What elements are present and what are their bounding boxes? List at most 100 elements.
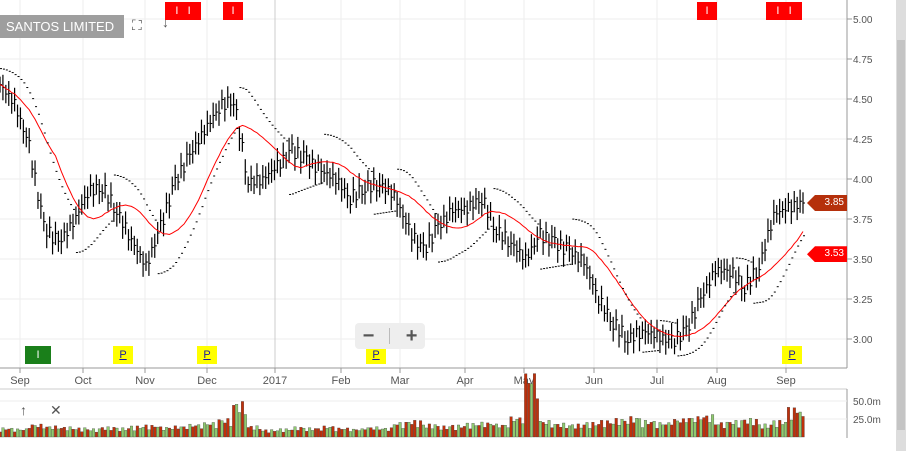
volume-bar bbox=[486, 422, 490, 438]
event-marker-bottom[interactable]: P bbox=[782, 346, 802, 364]
ohlc-bar bbox=[139, 246, 143, 263]
volume-bar bbox=[626, 423, 630, 438]
ohlc-bar bbox=[606, 296, 610, 323]
ohlc-bar bbox=[729, 264, 732, 289]
zoom-in-button[interactable]: + bbox=[405, 324, 418, 347]
ohlc-bar bbox=[186, 141, 189, 167]
volume-bar bbox=[684, 422, 688, 438]
ohlc-bar bbox=[668, 329, 671, 349]
volume-bar bbox=[16, 428, 20, 438]
volume-bar bbox=[311, 430, 314, 438]
ohlc-bar bbox=[633, 328, 636, 354]
volume-bar bbox=[314, 428, 317, 438]
event-marker-bottom[interactable]: P bbox=[366, 346, 386, 364]
volume-bar bbox=[547, 420, 551, 438]
event-marker-bottom[interactable]: P bbox=[113, 346, 133, 364]
volume-bar bbox=[454, 430, 458, 438]
ohlc-bar bbox=[165, 192, 169, 214]
volume-bar bbox=[535, 398, 539, 438]
ohlc-bar bbox=[560, 230, 563, 250]
volume-bar bbox=[375, 426, 379, 438]
ohlc-bar bbox=[133, 235, 137, 256]
volume-bar bbox=[395, 424, 399, 438]
y-tick-label: 4.00 bbox=[853, 175, 873, 186]
volume-bar bbox=[433, 424, 437, 438]
scrollbar-thumb[interactable] bbox=[897, 40, 905, 430]
ohlc-bar bbox=[414, 223, 417, 244]
event-marker-top[interactable]: I I bbox=[766, 2, 802, 20]
ohlc-bar bbox=[635, 320, 639, 338]
event-marker-top[interactable]: I bbox=[223, 2, 243, 20]
ohlc-bar bbox=[282, 142, 286, 169]
ohlc-bar bbox=[273, 160, 277, 181]
event-marker-top[interactable]: I I bbox=[165, 2, 201, 20]
ohlc-bar bbox=[449, 196, 452, 221]
ohlc-bar bbox=[656, 319, 659, 343]
ohlc-bar bbox=[332, 162, 335, 187]
volume-bar bbox=[643, 420, 647, 438]
volume-bar bbox=[232, 405, 236, 438]
ohlc-bar bbox=[487, 204, 490, 230]
ohlc-bar bbox=[303, 140, 306, 164]
volume-bar bbox=[378, 429, 382, 438]
volume-bar bbox=[165, 427, 168, 438]
x-tick-label: Feb bbox=[332, 375, 351, 387]
volume-bar bbox=[611, 423, 615, 438]
ohlc-bar bbox=[291, 134, 294, 154]
volume-bar bbox=[772, 420, 776, 438]
volume-bar bbox=[527, 383, 531, 438]
ohlc-bar bbox=[533, 237, 537, 255]
volume-bar bbox=[51, 429, 55, 438]
event-marker-bottom[interactable]: I bbox=[25, 346, 51, 364]
ohlc-bar bbox=[268, 162, 271, 185]
ohlc-bar bbox=[60, 229, 64, 255]
scrollbar[interactable] bbox=[896, 0, 906, 451]
x-tick-label: Nov bbox=[135, 375, 155, 387]
ohlc-bar bbox=[130, 226, 134, 252]
arrow-down-icon[interactable]: ↓ bbox=[162, 14, 169, 30]
volume-bar bbox=[638, 418, 642, 438]
ohlc-bar bbox=[767, 218, 770, 243]
volume-bar bbox=[497, 427, 501, 438]
volume-bar bbox=[57, 428, 60, 438]
volume-bar bbox=[474, 425, 478, 438]
volume-bar bbox=[705, 415, 709, 438]
event-marker-bottom[interactable]: P bbox=[197, 346, 217, 364]
volume-bar bbox=[556, 424, 560, 438]
volume-bar bbox=[89, 430, 93, 438]
event-marker-top[interactable]: I bbox=[697, 2, 717, 20]
volume-bar bbox=[670, 424, 674, 438]
volume-bar bbox=[19, 429, 22, 438]
volume-bar bbox=[205, 424, 209, 438]
volume-bar bbox=[349, 431, 352, 438]
ohlc-bar bbox=[209, 114, 213, 133]
ohlc-bar bbox=[244, 159, 248, 185]
ohlc-bar bbox=[379, 172, 382, 198]
expand-icon[interactable]: ⛶ bbox=[132, 17, 142, 33]
close-icon[interactable]: ✕ bbox=[50, 402, 62, 418]
volume-bar bbox=[798, 411, 802, 438]
ohlc-bar bbox=[557, 238, 560, 263]
volume-bar bbox=[241, 401, 244, 438]
ohlc-bar bbox=[195, 131, 198, 155]
volume-bar bbox=[156, 426, 160, 438]
ohlc-bar bbox=[568, 236, 572, 262]
volume-bar bbox=[30, 424, 34, 438]
x-tick-label: Apr bbox=[456, 375, 473, 387]
ohlc-bar bbox=[57, 230, 61, 252]
ohlc-bar bbox=[647, 324, 651, 344]
volume-tick-label: 50.0m bbox=[853, 397, 881, 408]
volume-bar bbox=[518, 417, 522, 438]
x-tick-label: Sep bbox=[10, 375, 30, 387]
x-tick-label: Dec bbox=[197, 375, 217, 387]
ohlc-bar bbox=[265, 166, 268, 189]
zoom-out-button[interactable]: − bbox=[362, 324, 375, 347]
volume-bar bbox=[468, 428, 472, 438]
ohlc-bar bbox=[697, 286, 700, 312]
volume-bar bbox=[617, 425, 621, 438]
volume-bar bbox=[573, 428, 577, 438]
volume-bar bbox=[740, 420, 744, 438]
arrow-up-icon[interactable]: ↑ bbox=[20, 402, 27, 418]
x-tick-label: Jul bbox=[650, 375, 664, 387]
